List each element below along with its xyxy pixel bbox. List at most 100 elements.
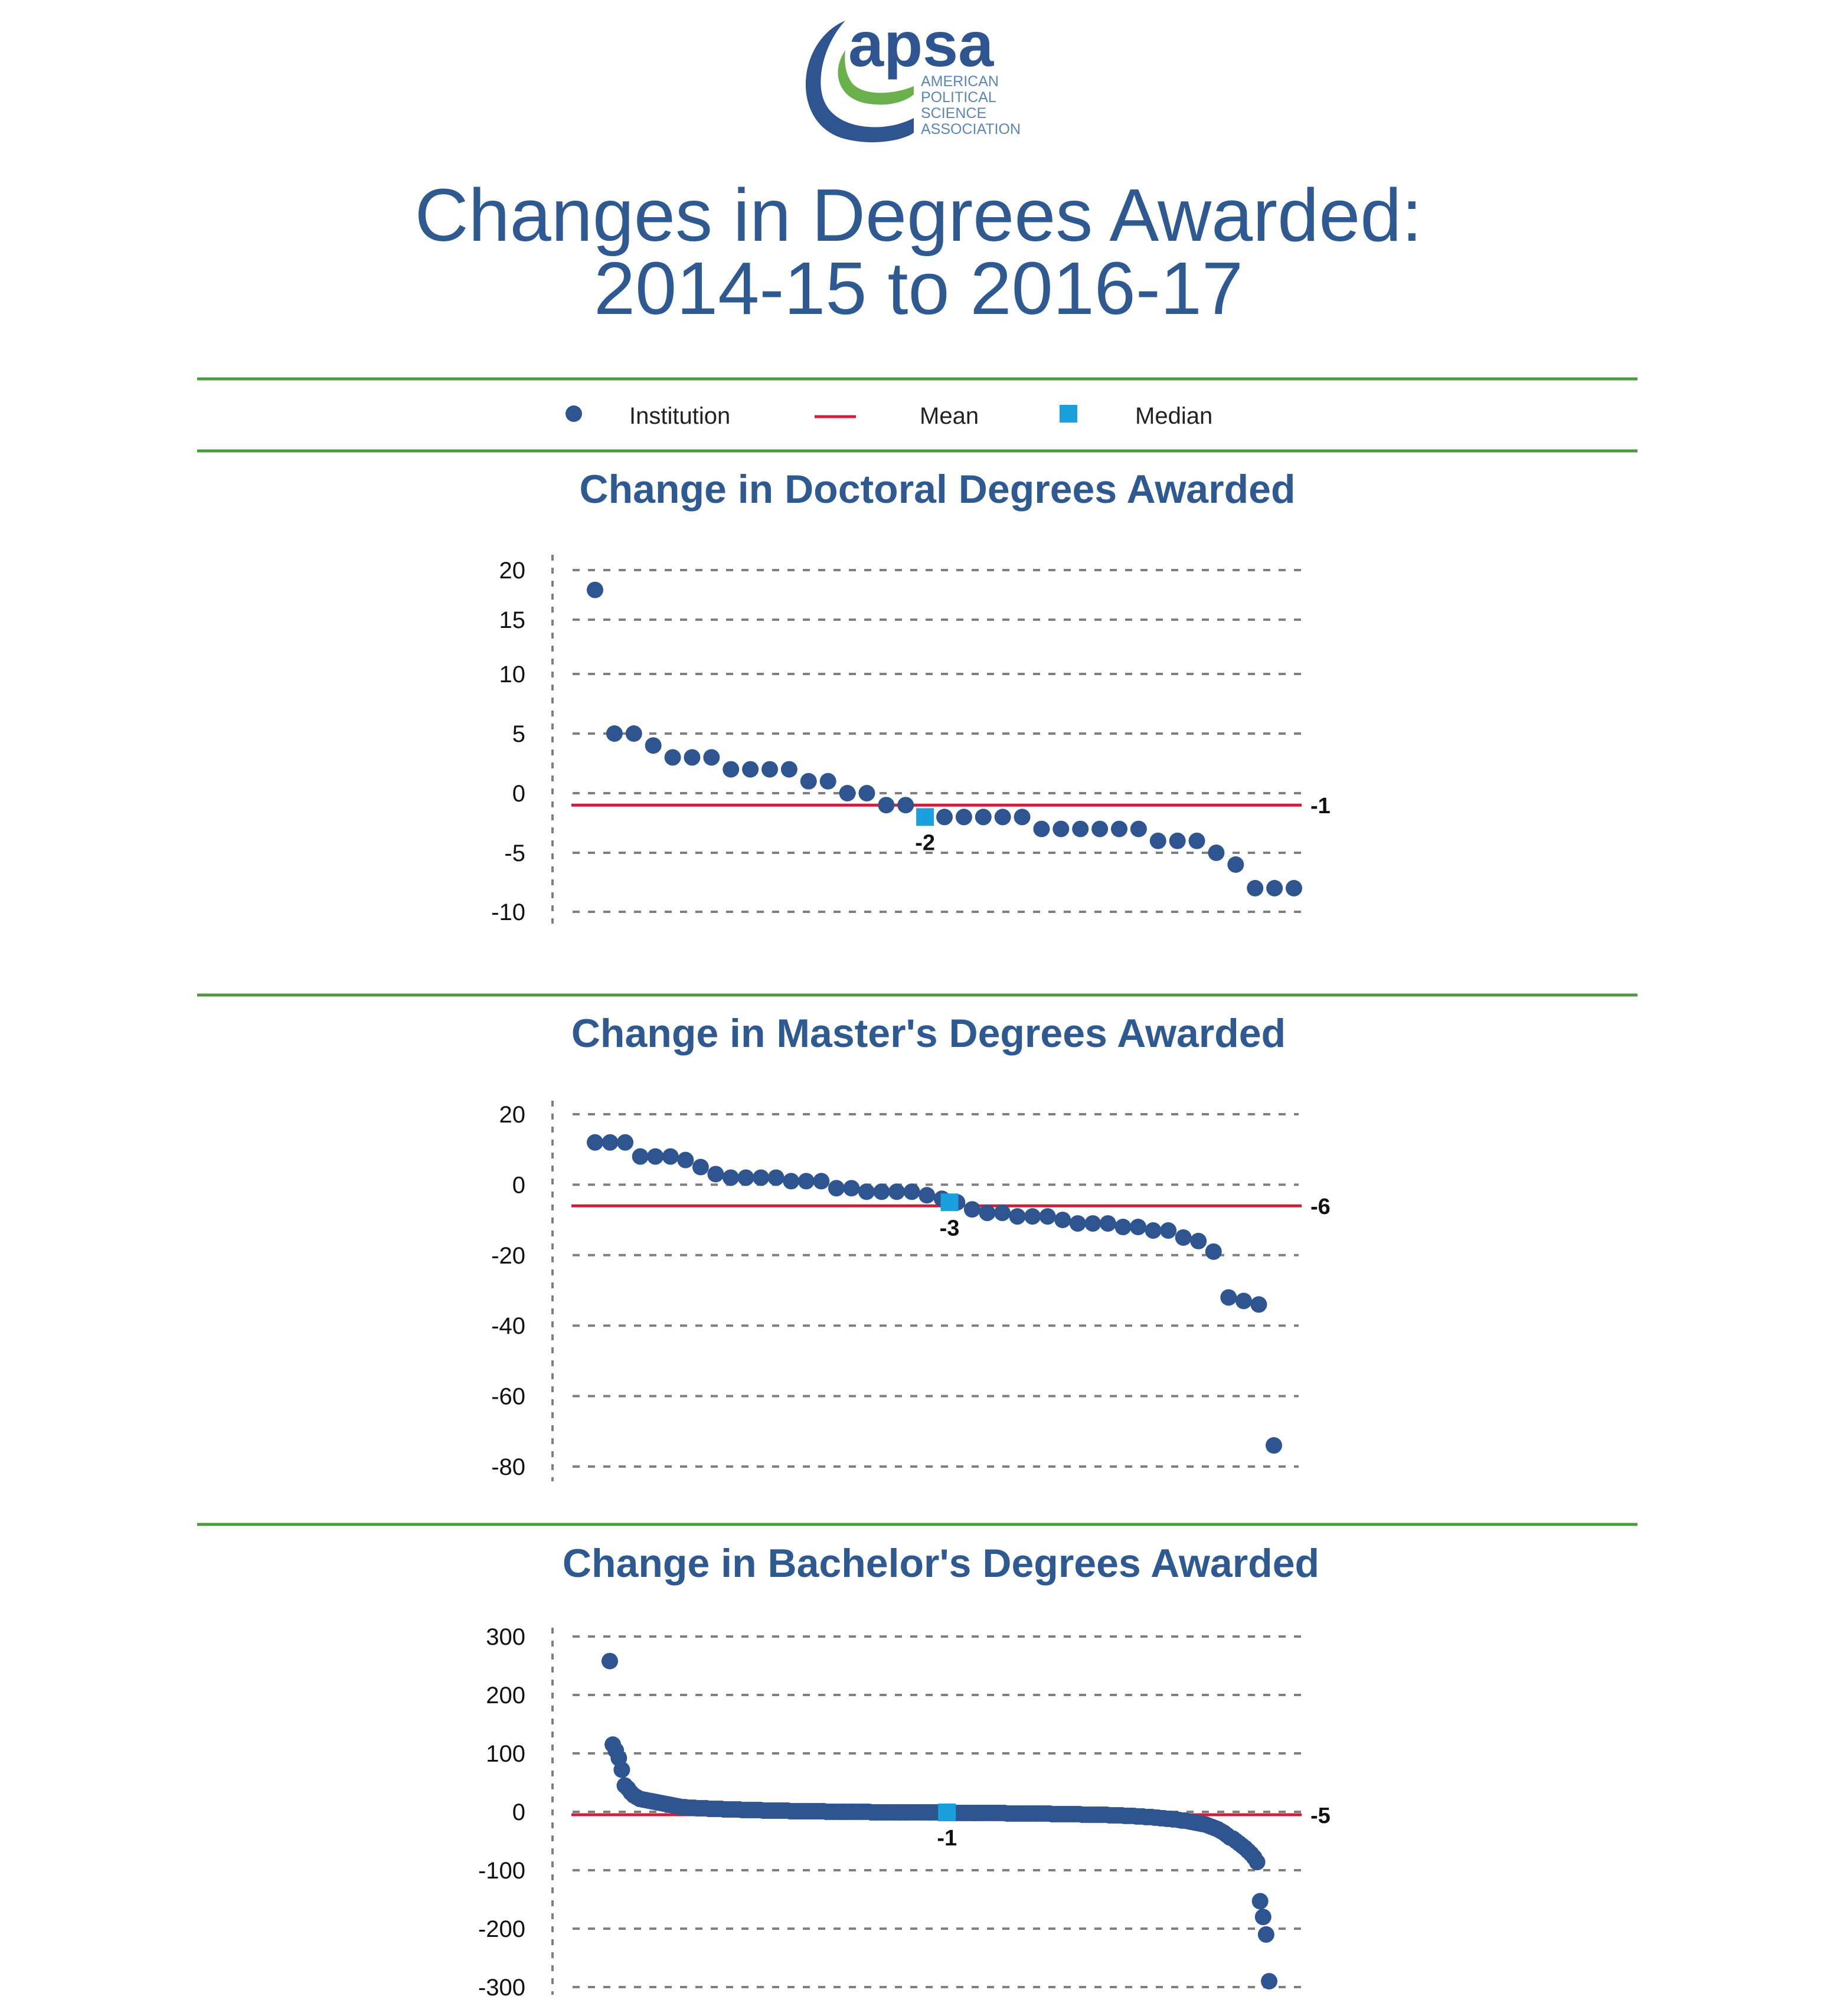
y-tick-label: 20 bbox=[499, 1102, 526, 1128]
institution-point bbox=[707, 1166, 724, 1183]
institution-point bbox=[1188, 832, 1205, 849]
chart-doctoral: Change in Doctoral Degrees Awarded 20 15 1… bbox=[491, 467, 1331, 925]
chart-title-masters: Change in Master's Degrees Awarded bbox=[571, 1011, 1286, 1056]
institution-point bbox=[677, 1151, 694, 1169]
institution-point bbox=[839, 785, 856, 801]
institution-point bbox=[1054, 1212, 1071, 1229]
institution-point bbox=[843, 1180, 860, 1197]
institution-point bbox=[1250, 1296, 1267, 1313]
median-label: -3 bbox=[940, 1216, 960, 1241]
institution-point bbox=[1114, 1219, 1132, 1236]
institution-point bbox=[858, 785, 875, 801]
mean-label: -6 bbox=[1310, 1194, 1331, 1219]
mean-label: -1 bbox=[1310, 794, 1331, 819]
institution-point bbox=[780, 761, 797, 778]
institution-point bbox=[783, 1173, 800, 1190]
institution-point bbox=[587, 581, 603, 598]
institution-point bbox=[625, 725, 642, 742]
median-label: -2 bbox=[915, 830, 935, 855]
institution-point bbox=[1251, 1893, 1269, 1910]
institution-point bbox=[684, 749, 701, 766]
chart-title-bachelors: Change in Bachelor's Degrees Awarded bbox=[563, 1541, 1319, 1586]
institution-point bbox=[664, 749, 681, 766]
legend: Institution Mean Median bbox=[566, 403, 1212, 429]
y-tick-label: 15 bbox=[499, 607, 526, 633]
institution-point bbox=[1266, 1437, 1282, 1454]
median-marker bbox=[916, 808, 934, 826]
institution-point bbox=[1149, 832, 1166, 849]
institution-point bbox=[1039, 1208, 1056, 1225]
y-tick-label: -300 bbox=[478, 1975, 525, 2001]
institution-point bbox=[767, 1169, 785, 1186]
institution-point bbox=[645, 737, 662, 754]
institution-point bbox=[613, 1761, 630, 1778]
institution-point bbox=[963, 1201, 980, 1218]
institution-point bbox=[919, 1187, 936, 1204]
institution-point bbox=[1266, 880, 1283, 896]
institution-point bbox=[1014, 809, 1031, 826]
institution-point bbox=[955, 809, 972, 826]
institution-point bbox=[1052, 820, 1070, 837]
y-tick-label: -60 bbox=[491, 1384, 525, 1410]
institution-point bbox=[1145, 1222, 1162, 1239]
y-tick-label: 0 bbox=[512, 781, 525, 807]
y-tick-label: 20 bbox=[499, 558, 526, 584]
institution-point bbox=[1190, 1232, 1207, 1249]
institution-point bbox=[742, 761, 759, 778]
institution-point bbox=[1130, 1219, 1146, 1236]
institution-point bbox=[1227, 856, 1244, 873]
institution-point bbox=[723, 1169, 739, 1186]
logo-line-1: AMERICAN bbox=[921, 73, 999, 90]
legend-mean-label: Mean bbox=[920, 403, 979, 429]
y-tick-label: 200 bbox=[486, 1683, 525, 1709]
legend-institution-label: Institution bbox=[629, 403, 730, 429]
institution-point bbox=[723, 761, 740, 778]
y-tick-label: -5 bbox=[504, 840, 525, 866]
institution-point bbox=[1072, 820, 1089, 837]
institution-point bbox=[1160, 1222, 1177, 1239]
institution-point bbox=[692, 1158, 709, 1176]
institution-point bbox=[813, 1173, 830, 1190]
institution-point bbox=[1220, 1289, 1237, 1306]
institution-point bbox=[936, 809, 953, 826]
institution-point bbox=[1248, 1854, 1266, 1871]
median-marker bbox=[938, 1803, 956, 1821]
legend-median-marker bbox=[1060, 405, 1077, 423]
median-marker bbox=[940, 1193, 959, 1212]
chart-bachelors: Change in Bachelor's Degrees Awarded 300… bbox=[478, 1541, 1331, 2001]
chart-title-doctoral: Change in Doctoral Degrees Awarded bbox=[580, 467, 1296, 512]
y-tick-label: 0 bbox=[512, 1799, 525, 1825]
institution-point bbox=[975, 809, 992, 826]
y-tick-label: 5 bbox=[512, 721, 525, 747]
institution-point bbox=[878, 797, 895, 814]
logo-wordmark: apsa bbox=[848, 8, 994, 80]
institution-point bbox=[1261, 1973, 1277, 1990]
institution-point bbox=[602, 1652, 618, 1670]
institution-point bbox=[800, 773, 817, 790]
institution-point bbox=[1009, 1208, 1026, 1225]
institution-point bbox=[1169, 832, 1186, 849]
institution-point bbox=[1235, 1292, 1252, 1310]
institution-point bbox=[1286, 880, 1302, 896]
institution-point bbox=[873, 1183, 890, 1200]
chart-masters: Change in Master's Degrees Awarded 20 0 -2… bbox=[491, 1011, 1331, 1481]
institution-point bbox=[1175, 1229, 1192, 1246]
institution-point bbox=[888, 1183, 906, 1200]
institution-point bbox=[1130, 820, 1147, 837]
institution-point bbox=[1069, 1215, 1086, 1232]
y-tick-label: 100 bbox=[486, 1741, 525, 1767]
institution-point bbox=[828, 1180, 845, 1197]
institution-point bbox=[602, 1134, 619, 1151]
legend-institution-marker bbox=[566, 405, 582, 422]
institution-point bbox=[1091, 820, 1109, 837]
institution-point bbox=[994, 809, 1011, 826]
y-tick-label: -40 bbox=[491, 1313, 525, 1339]
apsa-logo: apsa AMERICAN POLITICAL SCIENCE ASSOCIAT… bbox=[805, 8, 1021, 143]
institution-point bbox=[1111, 820, 1127, 837]
institution-point bbox=[1254, 1909, 1271, 1926]
logo-line-3: SCIENCE bbox=[921, 105, 986, 122]
y-tick-label: -10 bbox=[491, 899, 525, 925]
institution-point bbox=[858, 1183, 875, 1200]
institution-point bbox=[994, 1205, 1011, 1222]
